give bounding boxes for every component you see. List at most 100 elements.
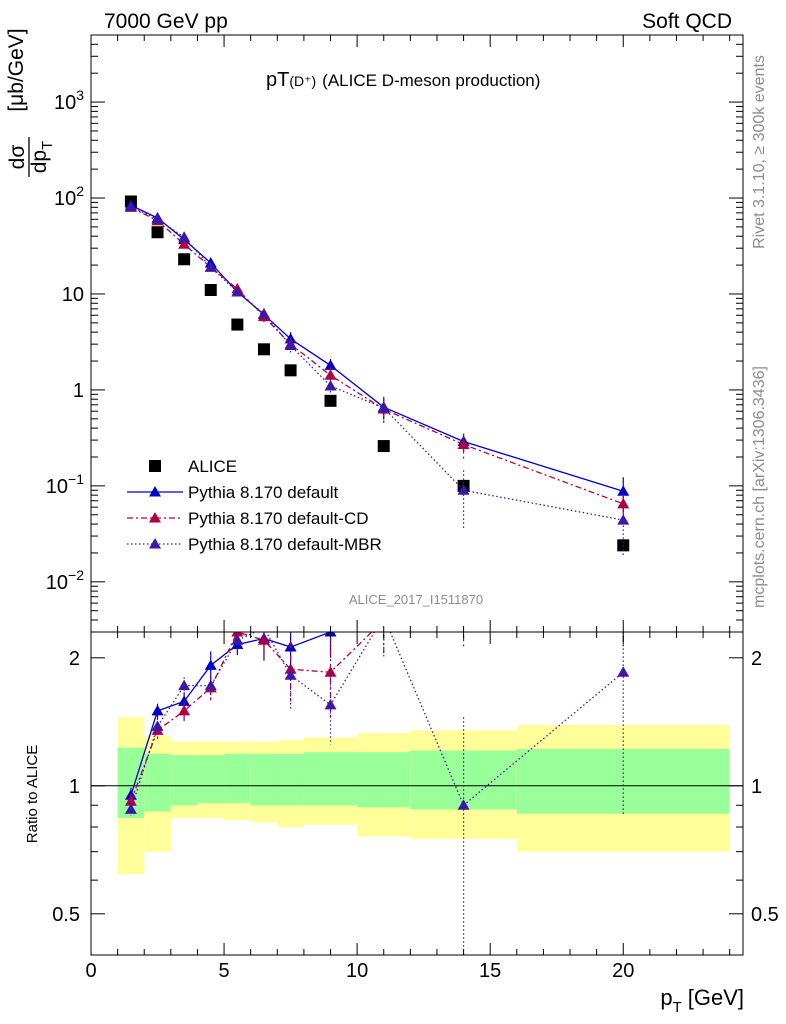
stat-uncertainty-band — [197, 755, 225, 804]
ratio-point — [204, 659, 217, 670]
data-point — [284, 364, 297, 377]
x-tick-label: 10 — [346, 960, 368, 982]
data-point — [257, 343, 270, 356]
category-label: Soft QCD — [642, 10, 732, 33]
data-point — [457, 438, 470, 449]
x-label-units: [GeV] — [688, 985, 744, 1010]
ratio-frame — [90, 631, 744, 956]
y-label-num: dσ — [6, 145, 29, 170]
plot-title-main: pT — [266, 69, 289, 91]
ratio-point — [151, 704, 164, 716]
legend: ALICE Pythia 8.170 default Pythia 8.170 de… — [127, 457, 382, 554]
legend-marker — [149, 538, 161, 549]
ratio-y-tick-label-left: 2 — [69, 648, 80, 670]
ratio-y-tick-label-right: 2 — [751, 648, 762, 670]
ratio-point — [124, 795, 137, 806]
data-point — [617, 497, 630, 509]
data-point — [231, 285, 244, 297]
ratio-y-tick-label-right: 0.5 — [751, 904, 779, 926]
ratio-y-axis-label: Ratio to ALICE — [24, 745, 41, 843]
stat-uncertainty-band — [170, 755, 198, 806]
mcplots-label: mcplots.cern.ch [arXiv:1306.3436] — [751, 366, 768, 608]
data-point — [324, 369, 337, 380]
main-y-tick-label: 10−2 — [46, 567, 84, 594]
main-ticks — [90, 34, 743, 633]
main-y-tick-base: 1 — [73, 380, 84, 402]
main-y-tick-exp: −1 — [68, 471, 84, 487]
ratio-y-tick-label-right: 1 — [751, 776, 762, 798]
main-y-tick-label: 10 — [62, 284, 84, 306]
ratio-point — [178, 704, 191, 716]
data-point — [457, 484, 470, 495]
x-tick-label: 15 — [479, 960, 501, 982]
legend-marker — [149, 512, 161, 523]
x-tick-label: 0 — [85, 960, 96, 982]
ratio-point — [178, 695, 191, 706]
ratio-point — [378, 611, 390, 622]
plot-title-rest: (ALICE D-meson production) — [322, 71, 540, 90]
data-point — [617, 485, 630, 496]
ratio-y-tick-label-left: 0.5 — [52, 904, 80, 926]
rivet-label: Rivet 3.1.10, ≥ 300k events — [751, 55, 768, 249]
ratio-point — [257, 634, 270, 645]
main-y-tick-exp: 2 — [76, 183, 84, 199]
main-y-tick-label: 1 — [73, 380, 84, 402]
ratio-y-tick-labels: 0.5 0.5 1 1 2 2 — [52, 648, 779, 926]
data-point — [617, 514, 630, 525]
y-label-units: [μb/GeV] — [5, 28, 28, 111]
legend-label: ALICE — [188, 457, 237, 476]
stat-uncertainty-band — [250, 753, 278, 806]
ratio-point — [124, 803, 137, 814]
ratio-point — [151, 720, 164, 731]
data-point — [324, 379, 337, 391]
data-point — [231, 318, 244, 331]
ratio-point — [617, 666, 630, 677]
legend-marker — [149, 486, 161, 497]
legend-label: Pythia 8.170 default-CD — [188, 509, 369, 528]
ratio-point — [617, 596, 629, 607]
data-point — [284, 339, 297, 351]
x-axis-label: pT [GeV] — [660, 985, 744, 1016]
legend-marker — [149, 460, 161, 472]
main-y-tick-label: 103 — [54, 87, 84, 114]
y-label-den: dpT — [28, 141, 56, 174]
stat-uncertainty-band — [303, 752, 358, 806]
x-label-main: p — [660, 985, 672, 1010]
stat-uncertainty-band — [277, 753, 304, 806]
main-y-tick-exp: 3 — [76, 87, 84, 103]
ratio-point — [204, 679, 217, 691]
main-y-tick-base: 10 — [46, 476, 68, 498]
y-label-den-main: dp — [28, 150, 51, 173]
data-point — [178, 231, 191, 242]
ratio-series — [124, 596, 630, 955]
series-pythia-8-170-default-mbr — [124, 200, 630, 556]
legend-label: Pythia 8.170 default — [188, 483, 339, 502]
data-point — [377, 401, 390, 413]
ratio-panel: 0.5 0.5 1 1 2 2 0 5 10 15 20 — [52, 596, 779, 982]
ratio-y-tick-label-left: 1 — [69, 776, 80, 798]
ratio-point — [324, 698, 337, 710]
data-point — [377, 440, 390, 453]
main-y-axis-label: dσ dpT [μb/GeV] — [5, 28, 56, 177]
data-point — [324, 359, 337, 370]
ratio-point — [284, 669, 297, 680]
main-y-tick-label: 102 — [54, 183, 84, 210]
data-point — [257, 307, 270, 319]
analysis-id: ALICE_2017_I1511870 — [349, 592, 483, 607]
main-y-tick-label: 10−1 — [46, 471, 84, 498]
main-y-tick-base: 10 — [62, 284, 84, 306]
data-point — [204, 284, 217, 297]
data-point — [204, 261, 217, 272]
ratio-point — [378, 614, 390, 625]
stat-uncertainty-band — [357, 752, 411, 808]
legend-label: Pythia 8.170 default-MBR — [188, 535, 382, 554]
x-tick-label: 5 — [218, 960, 229, 982]
ratio-point — [457, 799, 470, 810]
data-point — [151, 213, 164, 224]
ratio-point — [257, 632, 270, 633]
plot-title-sub: (D⁺) — [289, 73, 316, 89]
ratio-ticks — [90, 632, 743, 956]
series-alice — [124, 195, 630, 552]
